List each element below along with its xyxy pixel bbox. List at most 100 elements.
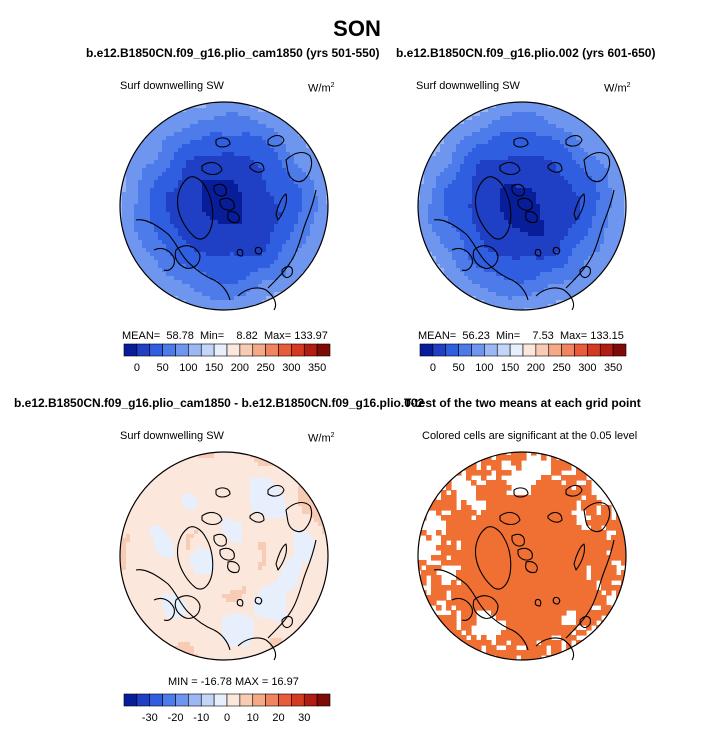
- field-cell: [178, 272, 183, 277]
- field-cell: [258, 192, 263, 197]
- field-cell: [162, 208, 167, 213]
- field-cell: [548, 188, 553, 193]
- field-cell: [130, 124, 135, 129]
- field-cell: [250, 140, 255, 145]
- field-cell: [500, 160, 505, 165]
- field-cell: [218, 208, 223, 213]
- field-cell: [234, 244, 239, 249]
- field-cell: [448, 188, 453, 193]
- field-cell: [130, 228, 135, 233]
- field-cell: [242, 124, 247, 129]
- field-cell: [166, 228, 171, 233]
- field-cell: [162, 156, 167, 161]
- field-cell: [428, 124, 433, 129]
- field-cell: [468, 156, 473, 161]
- field-cell: [520, 256, 525, 261]
- field-cell: [468, 168, 473, 173]
- field-cell: [246, 140, 251, 145]
- field-cell: [592, 252, 597, 257]
- field-cell: [472, 168, 477, 173]
- field-cell: [142, 204, 147, 209]
- field-cell: [540, 160, 545, 165]
- field-cell: [500, 180, 505, 185]
- field-cell: [246, 300, 251, 305]
- field-cell: [130, 300, 135, 305]
- field-cell: [286, 102, 291, 105]
- field-cell: [472, 102, 477, 105]
- field-cell: [206, 224, 211, 229]
- field-cell: [138, 112, 143, 117]
- field-cell: [436, 184, 441, 189]
- field-cell: [552, 232, 557, 237]
- field-cell: [326, 132, 328, 137]
- field-cell: [246, 168, 251, 173]
- field-cell: [226, 268, 231, 273]
- field-cell: [242, 136, 247, 141]
- field-cell: [512, 252, 517, 257]
- field-cell: [202, 212, 207, 217]
- field-cell: [186, 236, 191, 241]
- field-cell: [262, 232, 267, 237]
- field-cell: [544, 104, 549, 109]
- field-cell: [432, 116, 437, 121]
- field-cell: [250, 284, 255, 289]
- field-cell: [158, 296, 163, 301]
- field-cell: [576, 136, 581, 141]
- field-cell: [222, 248, 227, 253]
- field-cell: [162, 304, 167, 309]
- field-cell: [210, 180, 215, 185]
- field-cell: [532, 164, 537, 169]
- field-cell: [242, 244, 247, 249]
- field-cell: [496, 196, 501, 201]
- field-cell: [326, 280, 328, 285]
- field-cell: [624, 116, 626, 121]
- field-cell: [202, 176, 207, 181]
- field-cell: [500, 204, 505, 209]
- field-cell: [448, 216, 453, 221]
- field-cell: [154, 148, 159, 153]
- field-cell: [274, 176, 279, 181]
- field-cell: [222, 124, 227, 129]
- field-cell: [166, 288, 171, 293]
- field-cell: [222, 264, 227, 269]
- field-cell: [174, 160, 179, 165]
- field-cell: [492, 140, 497, 145]
- field-cell: [234, 148, 239, 153]
- field-cell: [242, 188, 247, 193]
- field-cell: [166, 308, 171, 310]
- field-cell: [230, 228, 235, 233]
- field-cell: [302, 188, 307, 193]
- field-cell: [206, 236, 211, 241]
- field-cell: [588, 252, 593, 257]
- field-cell: [560, 204, 565, 209]
- field-cell: [282, 156, 287, 161]
- field-cell: [150, 252, 155, 257]
- field-cell: [322, 140, 327, 145]
- field-cell: [302, 216, 307, 221]
- field-cell: [242, 256, 247, 261]
- field-cell: [576, 220, 581, 225]
- field-cell: [310, 128, 315, 133]
- field-cell: [310, 292, 315, 297]
- field-cell: [488, 132, 493, 137]
- field-cell: [130, 192, 135, 197]
- field-cell: [512, 148, 517, 153]
- field-cell: [326, 160, 328, 165]
- field-cell: [310, 184, 315, 189]
- field-cell: [310, 112, 315, 117]
- field-cell: [174, 232, 179, 237]
- field-cell: [326, 208, 328, 213]
- field-cell: [234, 232, 239, 237]
- field-cell: [596, 148, 601, 153]
- field-cell: [120, 208, 123, 213]
- field-cell: [326, 296, 328, 301]
- field-cell: [476, 228, 481, 233]
- field-cell: [226, 252, 231, 257]
- field-cell: [584, 232, 589, 237]
- field-cell: [624, 256, 626, 261]
- field-cell: [436, 220, 441, 225]
- field-cell: [146, 112, 151, 117]
- field-cell: [612, 132, 617, 137]
- field-cell: [508, 232, 513, 237]
- field-cell: [294, 188, 299, 193]
